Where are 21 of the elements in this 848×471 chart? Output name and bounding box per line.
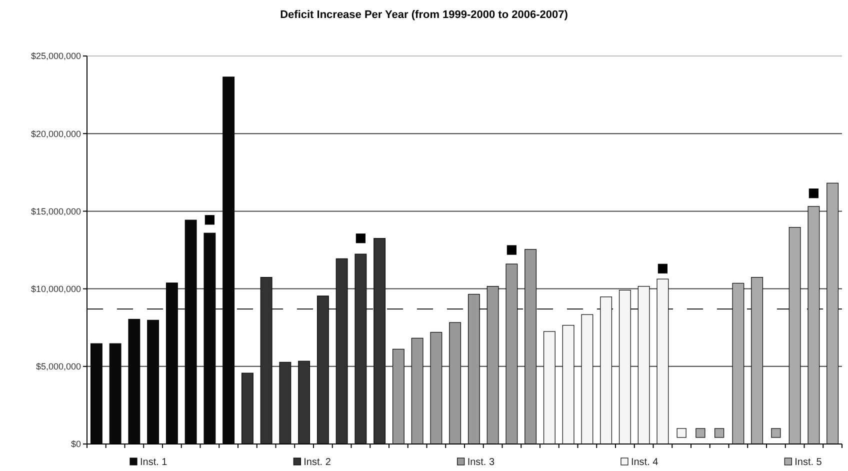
point xyxy=(696,428,706,438)
y-tick-label: $20,000,000 xyxy=(30,128,81,139)
y-tick-label: $10,000,000 xyxy=(30,284,81,294)
y-tick-label: $15,000,000 xyxy=(30,206,81,216)
point xyxy=(356,234,366,244)
legend-label: Inst. 5 xyxy=(794,457,822,468)
point xyxy=(658,264,668,274)
point xyxy=(676,428,686,438)
y-tick-label: $0 xyxy=(70,439,81,450)
legend-label: Inst. 2 xyxy=(304,457,332,468)
chart-title: Deficit Increase Per Year (from 1999-2000 to 2006-2007) xyxy=(280,9,568,21)
point xyxy=(204,215,214,225)
y-tick-label: $5,000,000 xyxy=(36,362,81,372)
legend-label: Inst. 4 xyxy=(630,457,659,468)
legend-label: Inst. 3 xyxy=(467,457,495,468)
point xyxy=(808,188,818,198)
point xyxy=(506,245,516,255)
y-tick-label: $25,000,000 xyxy=(30,51,81,62)
legend-label: Inst. 1 xyxy=(140,457,168,468)
point xyxy=(771,428,781,438)
point xyxy=(714,428,724,438)
